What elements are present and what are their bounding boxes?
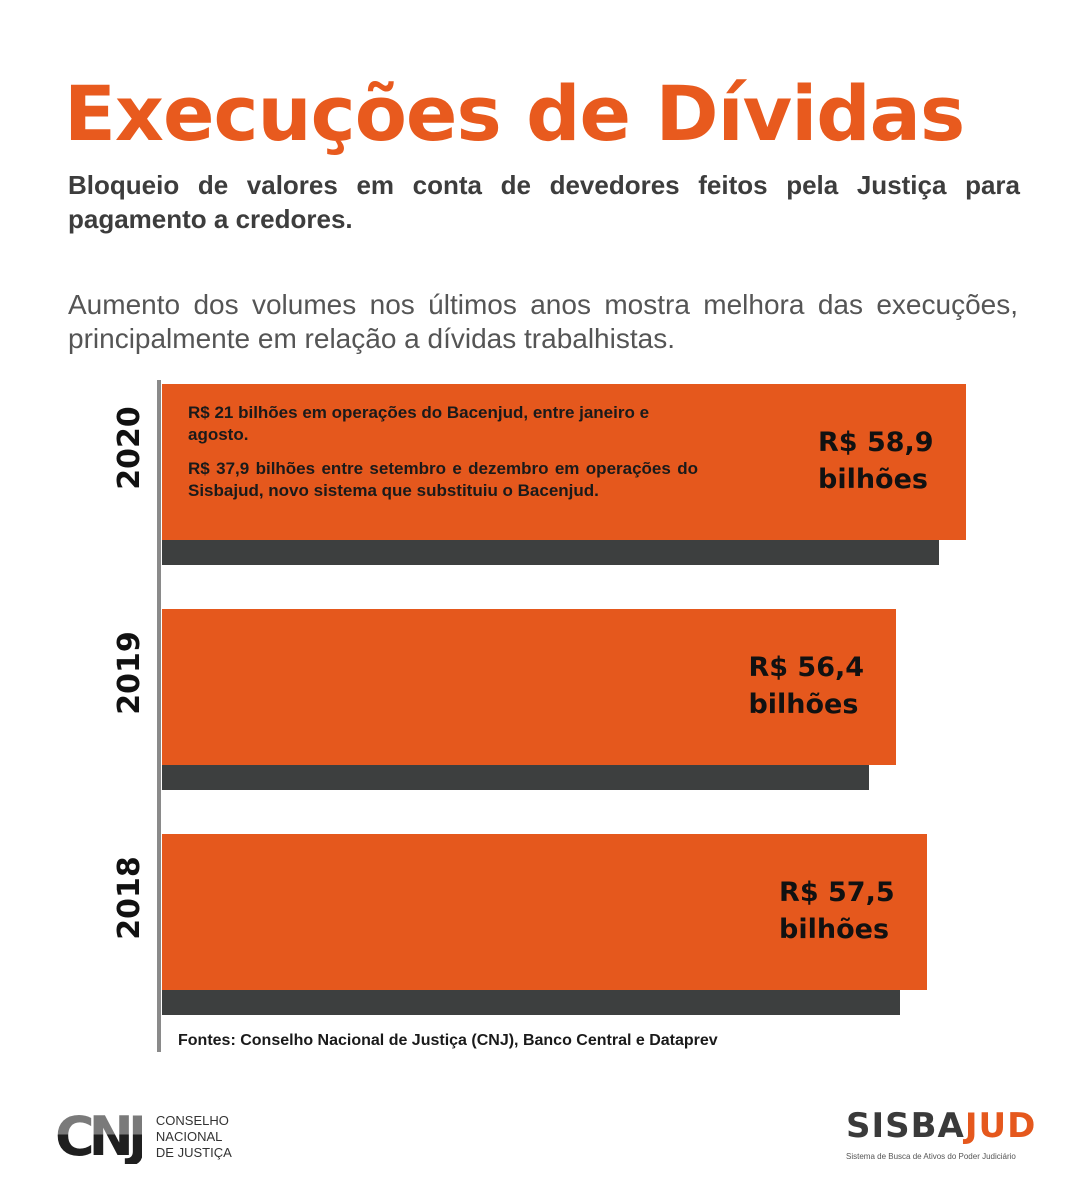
y-axis-line <box>157 380 161 1052</box>
sisbajud-wordmark-part1: SISBA <box>846 1106 965 1146</box>
page-title: Execuções de Dívidas <box>64 69 965 158</box>
value-label-unit: bilhões <box>818 464 928 495</box>
bar-shadow-2018 <box>162 990 901 1015</box>
sisbajud-wordmark-part2: JUD <box>964 1106 1037 1146</box>
value-label-unit: bilhões <box>748 689 859 720</box>
year-label-2018: 2018 <box>112 856 147 940</box>
annotation-2020: R$ 21 bilhões em operações do Bacenjud, … <box>188 402 698 514</box>
year-label-2019: 2019 <box>112 631 147 715</box>
year-label-2020: 2020 <box>112 406 147 490</box>
value-label-2019: R$ 56,4 bilhões <box>748 649 864 723</box>
bar-2020 <box>162 384 966 540</box>
sisbajud-logo: SISBAJUD Sistema de Busca de Ativos do P… <box>846 1106 1036 1161</box>
bar-shadow-2020 <box>162 540 939 565</box>
bar-shadow-2019 <box>162 765 870 790</box>
page-subtitle: Bloqueio de valores em conta de devedore… <box>68 170 1020 234</box>
sisbajud-wordmark: SISBAJUD <box>846 1106 1036 1146</box>
annotation-bacenjud: R$ 21 bilhões em operações do Bacenjud, … <box>188 403 650 444</box>
value-label-amount: R$ 57,5 <box>779 877 895 908</box>
value-label-unit: bilhões <box>779 914 890 945</box>
value-label-2018: R$ 57,5 bilhões <box>779 874 895 948</box>
value-label-amount: R$ 56,4 <box>748 652 865 683</box>
bar-2018 <box>162 834 928 990</box>
cnj-line-1: CONSELHO <box>155 1113 229 1128</box>
sisbajud-tagline: Sistema de Busca de Ativos do Poder Judi… <box>846 1152 1016 1161</box>
value-label-amount: R$ 58,9 <box>818 427 934 458</box>
bar-2019 <box>162 609 897 765</box>
intro-text: Aumento dos volumes nos últimos anos mos… <box>68 289 1018 354</box>
value-label-2020: R$ 58,9 bilhões <box>818 424 934 498</box>
sources-note: Fontes: Conselho Nacional de Justiça (CN… <box>178 1032 718 1049</box>
cnj-line-2: NACIONAL <box>155 1129 223 1144</box>
cnj-logo-mark: CNJ <box>55 1105 148 1168</box>
cnj-logo: CNJ CONSELHO NACIONAL DE JUSTIÇA <box>55 1110 232 1164</box>
cnj-line-3: DE JUSTIÇA <box>155 1145 232 1160</box>
cnj-logo-text: CONSELHO NACIONAL DE JUSTIÇA <box>156 1113 232 1161</box>
annotation-sisbajud: R$ 37,9 bilhões entre setembro e dezembr… <box>188 459 698 500</box>
